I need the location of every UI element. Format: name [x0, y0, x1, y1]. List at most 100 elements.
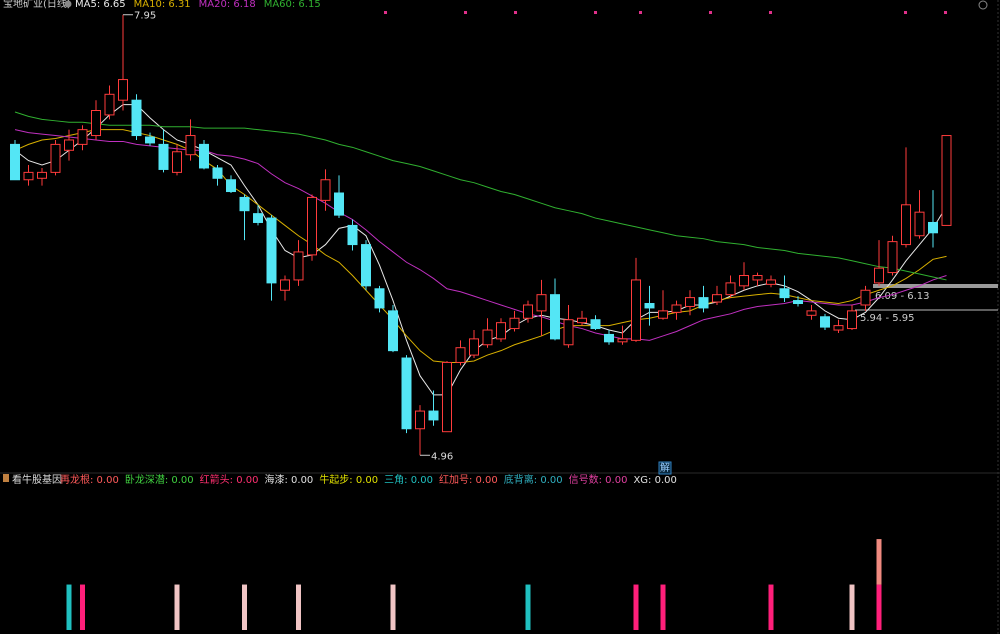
- candle-body: [415, 410, 425, 430]
- indicator-label: 底背离: 0.00: [504, 473, 563, 486]
- candle-body: [307, 196, 317, 256]
- signal-bar: [242, 584, 247, 630]
- candle-body: [293, 251, 304, 281]
- candle-body: [361, 244, 371, 287]
- signal-bar: [660, 584, 666, 630]
- candle-body: [401, 357, 412, 430]
- indicator-label: 海漆: 0.00: [264, 473, 313, 486]
- candle-body: [806, 310, 817, 316]
- candle-body: [860, 289, 871, 306]
- candle-body: [644, 303, 655, 309]
- signal-bar: [296, 584, 301, 630]
- candle-body: [887, 241, 898, 274]
- annotation: 5.94 - 5.95: [860, 313, 915, 324]
- candle-body: [509, 317, 520, 330]
- indicator-label: XG: 0.00: [633, 475, 676, 486]
- candle-body: [928, 221, 938, 234]
- candle-body: [23, 171, 34, 181]
- legend-entry: MA20: 6.18: [199, 0, 256, 10]
- candle-body: [793, 300, 803, 305]
- candle-body: [442, 361, 452, 433]
- indicator-label: 卧龙深潜: 0.00: [125, 473, 194, 486]
- signal-bar: [768, 584, 774, 630]
- indicator-label: 红箭头: 0.00: [200, 473, 259, 486]
- signal-bar: [80, 584, 85, 630]
- candle-body: [266, 217, 277, 284]
- candle-body: [10, 143, 20, 181]
- chart-title: 宝地矿业(日线): [3, 0, 71, 10]
- price-band: [873, 284, 998, 288]
- candle-body: [212, 167, 223, 179]
- signal-bar: [876, 539, 882, 585]
- candle-body: [536, 294, 547, 312]
- candle-body: [698, 297, 709, 309]
- candle-body: [104, 93, 115, 116]
- high-label: 7.95: [134, 11, 156, 22]
- signal-bar: [174, 584, 180, 630]
- candle-body: [77, 129, 88, 145]
- candle-body: [496, 322, 506, 340]
- signal-bar: [633, 584, 639, 630]
- signal-bar: [66, 584, 72, 630]
- signal-bar: [876, 584, 882, 630]
- candle-body: [590, 319, 601, 330]
- candle-body: [658, 310, 668, 319]
- candle-body: [455, 347, 466, 363]
- candle-body: [671, 304, 682, 313]
- candle-body: [550, 294, 560, 340]
- candle-body: [145, 136, 155, 144]
- candle-body: [469, 338, 479, 356]
- signal-dots: [384, 11, 947, 14]
- ma-line: [14, 111, 947, 281]
- candle-body: [131, 99, 142, 137]
- candle-body: [779, 288, 790, 299]
- candle-body: [523, 304, 533, 319]
- candle-body: [820, 316, 830, 328]
- indicator-icon: [3, 474, 9, 482]
- candle-body: [239, 196, 250, 212]
- candle-body: [712, 294, 722, 303]
- candle-body: [388, 310, 398, 352]
- candle-body: [914, 211, 925, 237]
- signal-bar: [390, 584, 396, 630]
- candle-body: [226, 179, 236, 193]
- ma-line: [14, 129, 947, 341]
- candle-body: [739, 275, 749, 287]
- title-icon: [64, 0, 72, 8]
- ma-line: [14, 104, 947, 396]
- badge[interactable]: 解: [660, 461, 670, 474]
- candle-body: [374, 288, 385, 309]
- candle-body: [253, 213, 263, 223]
- candle-body: [320, 179, 331, 201]
- candle-body: [563, 319, 574, 346]
- candle-body: [631, 279, 641, 341]
- candle-body: [347, 224, 358, 246]
- low-label: 4.96: [431, 451, 453, 462]
- candle-body: [685, 297, 695, 307]
- legend-entry: MA60: 6.15: [264, 0, 321, 10]
- candle-body: [766, 279, 776, 285]
- candle-body: [118, 79, 128, 101]
- candle-body: [37, 171, 47, 179]
- candle-body: [833, 325, 844, 331]
- badge-box[interactable]: [658, 461, 672, 475]
- candle-body: [901, 204, 911, 246]
- signal-bar: [849, 584, 855, 630]
- legend-entry: MA5: 6.65: [75, 0, 126, 10]
- candle-body: [941, 135, 952, 226]
- candle-body: [428, 410, 439, 421]
- indicator-label: 信号数: 0.00: [569, 473, 628, 486]
- candle-body: [64, 139, 74, 151]
- indicator-label: 牛起步: 0.00: [319, 473, 378, 486]
- candle-body: [482, 329, 493, 346]
- indicator-label: 再龙根: 0.00: [60, 473, 119, 486]
- candle-body: [604, 333, 614, 343]
- settings-icon[interactable]: [978, 0, 988, 10]
- candle-body: [185, 135, 196, 156]
- candle-body: [334, 192, 344, 216]
- candle-body: [847, 310, 857, 330]
- candle-body: [199, 143, 209, 169]
- candle-body: [617, 338, 628, 343]
- candle-body: [91, 110, 101, 137]
